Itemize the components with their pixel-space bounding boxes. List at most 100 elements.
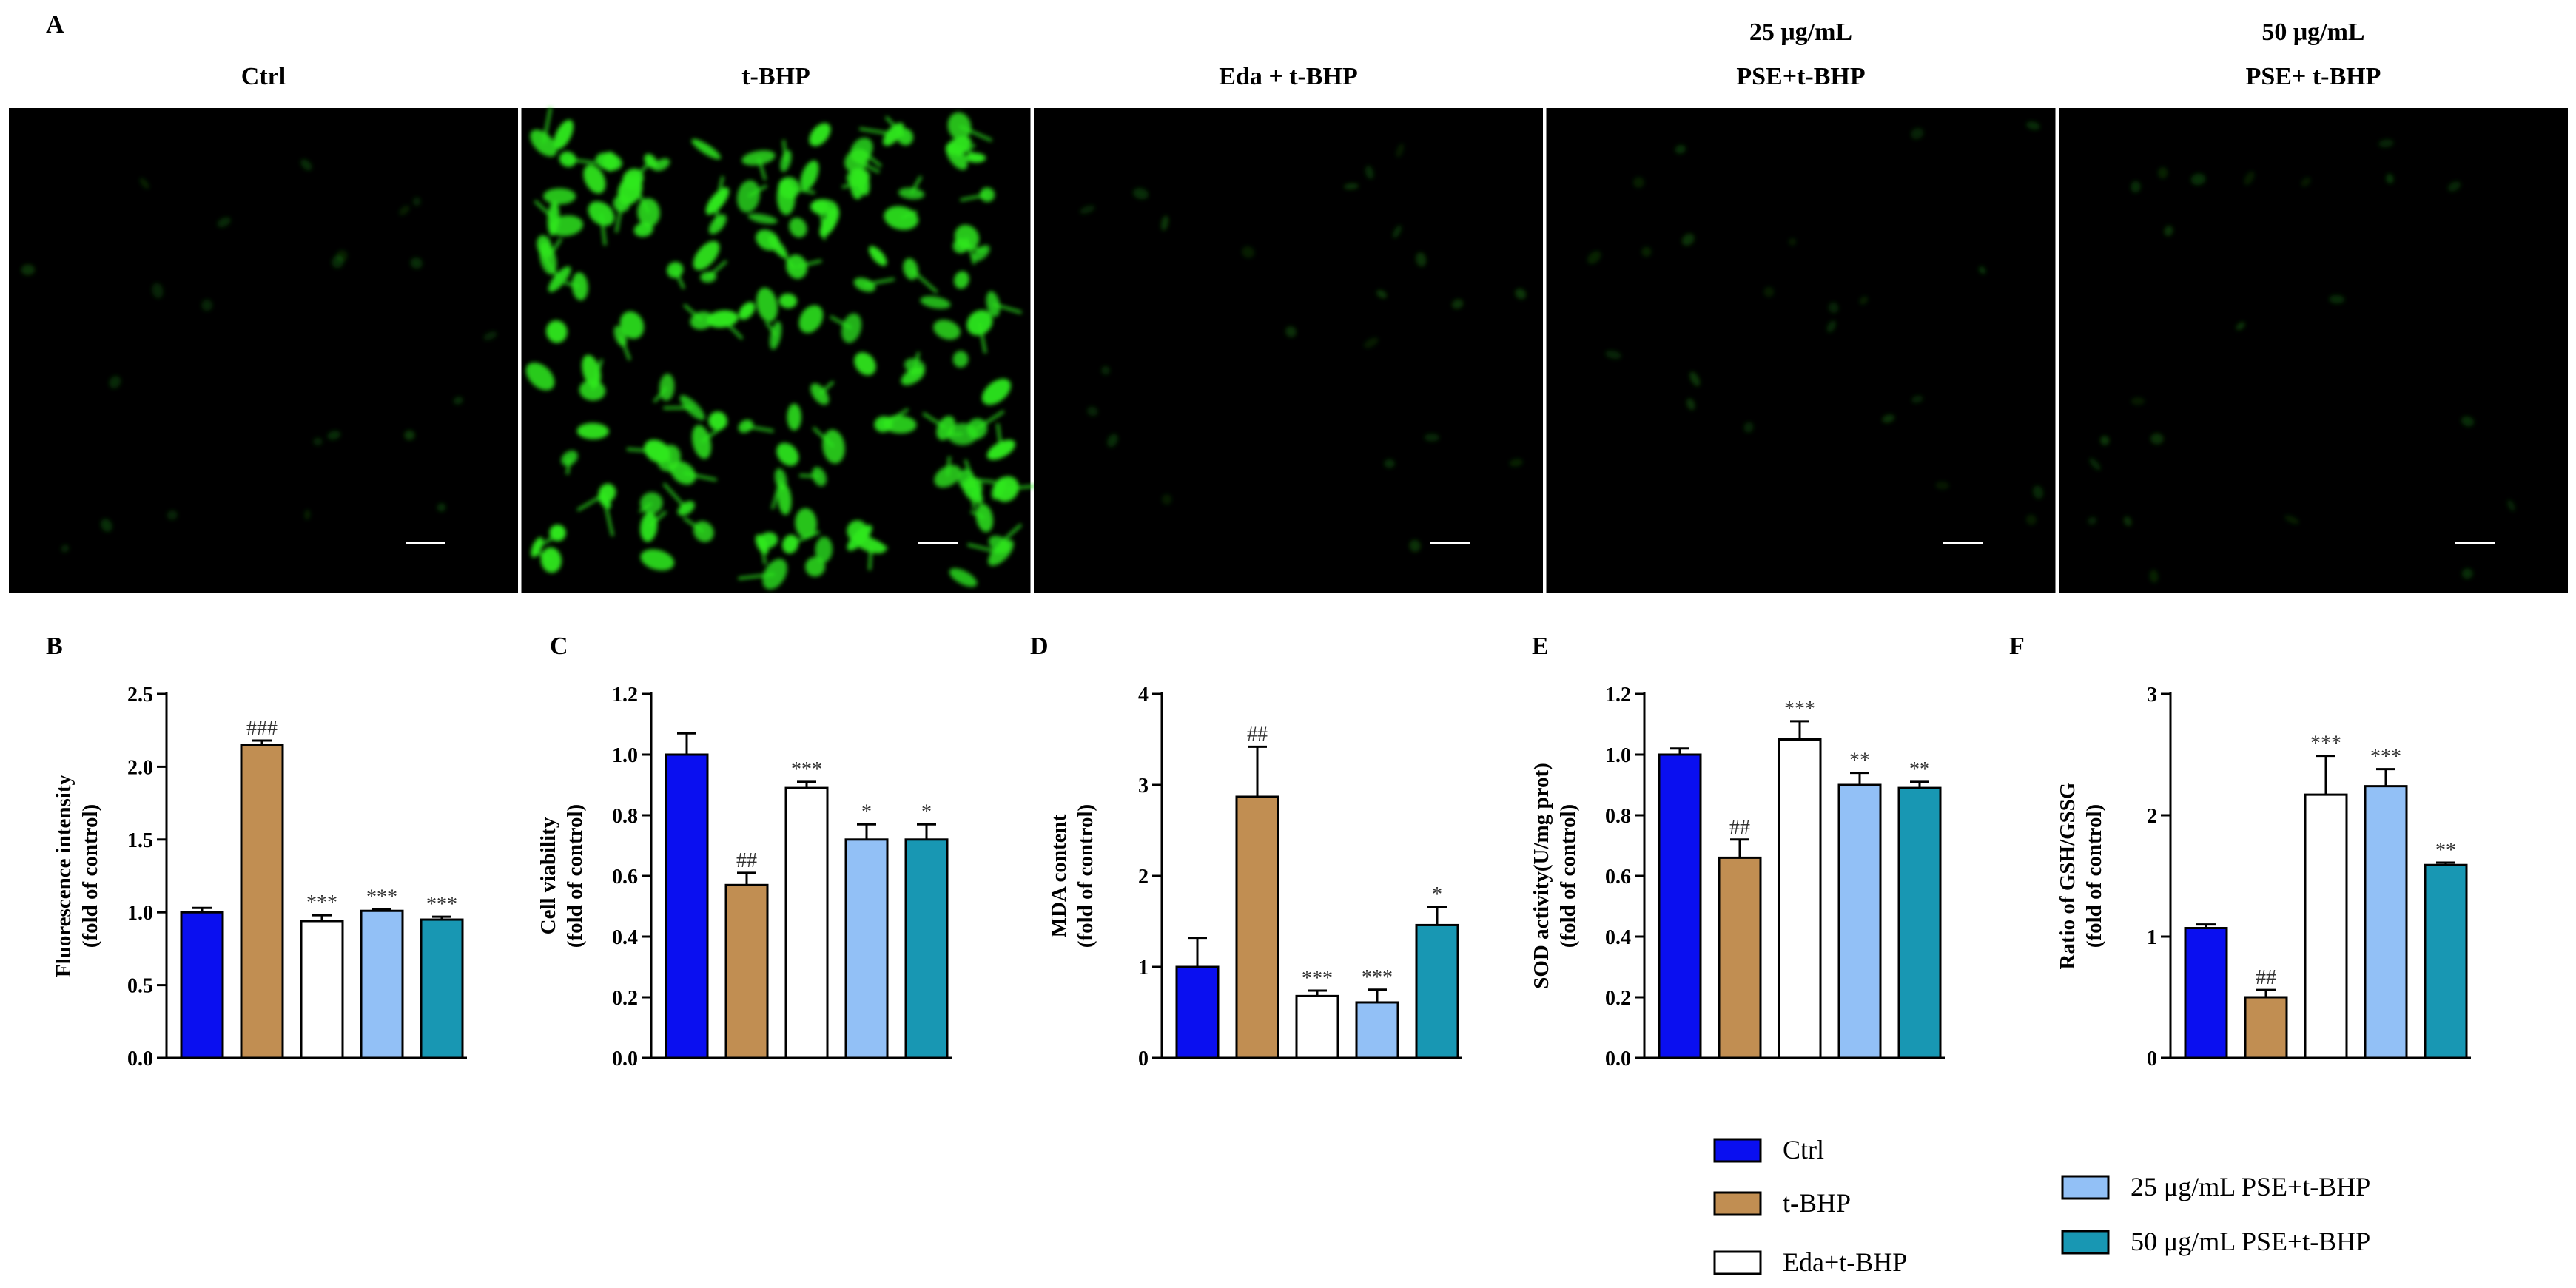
bar-ctrl bbox=[1658, 753, 1702, 1059]
cell-process bbox=[564, 281, 581, 288]
chart-panel-f: F 0 1 2 3 Ratio of GSH/GSSG (fold of control) #… bbox=[2009, 633, 2471, 1070]
fluorescent-cell bbox=[217, 217, 231, 228]
cell-process bbox=[829, 315, 852, 330]
fluorescent-cell bbox=[2447, 181, 2461, 192]
micrograph-0 bbox=[9, 108, 518, 593]
cell-process bbox=[653, 386, 668, 403]
legend-item: 25 μg/mL PSE+t-BHP bbox=[2061, 1172, 2370, 1201]
y-axis-label: Cell viability bbox=[537, 817, 560, 934]
cell-cluster bbox=[21, 159, 497, 553]
y-tick-label: 0.4 bbox=[1605, 926, 1631, 949]
fluorescent-cell bbox=[201, 299, 213, 311]
fluorescent-cell bbox=[778, 293, 798, 308]
fluorescent-cell bbox=[167, 510, 178, 520]
y-tick-label: 1 bbox=[1138, 957, 1149, 980]
cell-process bbox=[770, 479, 783, 510]
fluorescent-cell bbox=[453, 397, 463, 405]
fluorescent-cell bbox=[776, 442, 799, 466]
fluorescent-cell bbox=[1681, 233, 1695, 246]
legend-swatch bbox=[2061, 1230, 2110, 1255]
cell-process bbox=[760, 544, 767, 565]
cell-process bbox=[534, 200, 555, 220]
bar-t-bhp bbox=[240, 744, 284, 1059]
cell-process bbox=[716, 175, 724, 202]
fluorescent-cell bbox=[1285, 326, 1297, 337]
fluorescent-cell bbox=[901, 367, 925, 385]
y-tick-label: 0.6 bbox=[1605, 866, 1631, 889]
bar-t-bhp bbox=[724, 883, 769, 1059]
fluorescent-cell bbox=[2190, 173, 2206, 186]
fluorescent-cell bbox=[2026, 121, 2040, 130]
bar-50-g-ml-pse-t-bhp bbox=[420, 918, 464, 1059]
fluorescent-cell bbox=[756, 287, 778, 322]
fluorescent-cell bbox=[2301, 177, 2311, 187]
fluorescent-cell bbox=[1086, 406, 1098, 417]
cell-process bbox=[958, 124, 992, 142]
fluorescent-cell bbox=[1343, 183, 1359, 190]
chart-panel-e: E 0.0 0.2 0.4 0.6 0.8 1.0 1.2 SOD activity(U/mg … bbox=[1530, 633, 1945, 1070]
cell-process bbox=[909, 268, 938, 294]
fluorescent-cell bbox=[853, 277, 875, 292]
y-tick-label: 1.0 bbox=[127, 902, 153, 925]
micrograph-background bbox=[1034, 108, 1543, 593]
fluorescent-cell bbox=[1689, 371, 1701, 387]
micrograph-label: Eda + t-BHP bbox=[1219, 63, 1358, 90]
y-tick-label: 0.2 bbox=[1605, 987, 1631, 1010]
legend-label: 25 μg/mL PSE+t-BHP bbox=[2131, 1172, 2370, 1201]
fluorescent-cell bbox=[1859, 296, 1869, 305]
bar-ctrl bbox=[2184, 927, 2228, 1059]
fluorescent-cell bbox=[1587, 251, 1601, 264]
y-axis-label: SOD activity(U/mg prot) bbox=[1530, 763, 1553, 989]
fluorescent-cell bbox=[1911, 395, 1923, 403]
fluorescent-cell bbox=[336, 249, 348, 262]
fluorescent-cell bbox=[1424, 433, 1440, 442]
fluorescent-cell bbox=[933, 320, 961, 340]
fluorescent-cell bbox=[525, 362, 555, 391]
bar-25-g-ml-pse-t-bhp bbox=[2364, 785, 2408, 1059]
fluorescent-cell bbox=[1605, 350, 1621, 360]
cell-process bbox=[683, 303, 703, 322]
y-tick-label: 1.0 bbox=[612, 744, 638, 767]
fluorescent-cell bbox=[1101, 365, 1110, 375]
micrograph-label: PSE+t-BHP bbox=[1736, 63, 1865, 90]
significance-marker: ** bbox=[1909, 758, 1930, 781]
fluorescent-cell bbox=[846, 168, 870, 186]
significance-marker: ## bbox=[2256, 966, 2276, 989]
fluorescent-cell bbox=[809, 123, 831, 146]
panel-letter: D bbox=[1030, 633, 1049, 660]
cell-process bbox=[776, 246, 796, 270]
cell-process bbox=[922, 412, 947, 430]
fluorescent-cell bbox=[2033, 485, 2044, 499]
y-tick-label: 2.0 bbox=[127, 756, 153, 779]
fluorescent-cell bbox=[2386, 173, 2394, 184]
bar-eda-t-bhp bbox=[2304, 793, 2348, 1059]
fluorescent-cell bbox=[2461, 416, 2475, 427]
significance-marker: *** bbox=[2370, 746, 2401, 769]
y-axis-label: Fluorescence intensity bbox=[52, 774, 75, 977]
fluorescent-cell bbox=[2164, 226, 2173, 237]
fluorescent-cell bbox=[437, 503, 446, 512]
y-tick-label: 0 bbox=[2147, 1048, 2157, 1070]
fluorescent-cell bbox=[1393, 225, 1402, 238]
fluorescent-cell bbox=[139, 178, 149, 189]
fluorescent-cell bbox=[854, 352, 876, 376]
fluorescent-cell bbox=[1242, 246, 1255, 258]
fluorescent-cell bbox=[1979, 266, 1986, 274]
fluorescent-cell bbox=[1133, 188, 1149, 200]
y-tick-label: 2.5 bbox=[127, 684, 153, 707]
bar-eda-t-bhp bbox=[300, 920, 344, 1059]
panel-a-micrographs: A Ctrl t-BHP Eda + t-BHP 25 μg/mL PSE+t-BHP 50… bbox=[9, 11, 2568, 593]
cell-process bbox=[827, 206, 831, 223]
micrograph-1 bbox=[521, 107, 1036, 593]
fluorescent-cell bbox=[787, 403, 801, 431]
legend-swatch bbox=[1713, 1138, 1762, 1163]
fluorescent-cell bbox=[21, 264, 36, 275]
bar-t-bhp bbox=[2244, 996, 2288, 1059]
fluorescent-cell bbox=[1451, 299, 1464, 309]
cell-process bbox=[721, 317, 744, 340]
bar-eda-t-bhp bbox=[1778, 738, 1822, 1059]
micrograph-2 bbox=[1034, 108, 1543, 593]
cell-process bbox=[818, 380, 835, 396]
fluorescent-cell bbox=[822, 429, 845, 464]
